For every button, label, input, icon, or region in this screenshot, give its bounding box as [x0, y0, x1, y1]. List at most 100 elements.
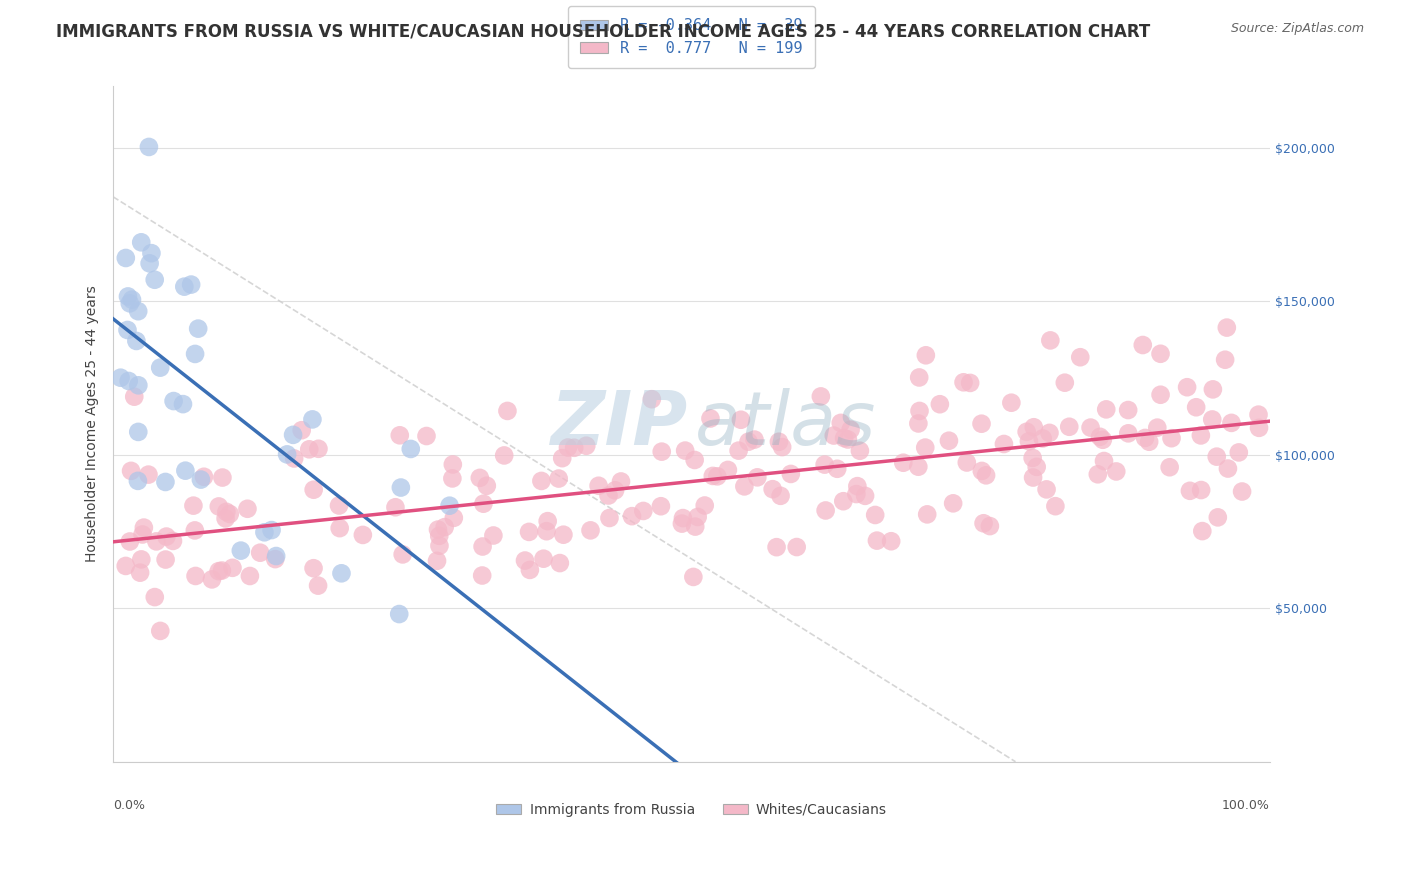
Point [839, 423, 862, 437]
Point [517, 524, 540, 539]
Point [1247, 408, 1270, 422]
Point [762, 482, 785, 496]
Text: atlas: atlas [695, 388, 876, 460]
Point [891, 456, 914, 470]
Point [441, 458, 464, 472]
Point [264, 549, 287, 563]
Point [575, 439, 598, 453]
Point [1206, 510, 1229, 524]
Point [141, 246, 163, 260]
Point [172, 397, 194, 411]
Point [907, 459, 929, 474]
Point [253, 525, 276, 540]
Point [823, 428, 845, 442]
Point [388, 428, 411, 442]
Point [530, 474, 553, 488]
Point [786, 540, 808, 554]
Point [120, 464, 142, 478]
Point [513, 553, 536, 567]
Point [557, 441, 579, 455]
Point [769, 489, 792, 503]
Point [959, 376, 981, 390]
Point [138, 467, 160, 482]
Point [276, 447, 298, 461]
Point [129, 566, 152, 580]
Point [127, 378, 149, 392]
Point [301, 412, 323, 426]
Point [832, 431, 855, 445]
Point [699, 411, 721, 425]
Point [1022, 470, 1045, 484]
Point [162, 533, 184, 548]
Point [214, 511, 236, 525]
Point [548, 556, 571, 570]
Point [733, 479, 755, 493]
Point [673, 443, 696, 458]
Point [330, 566, 353, 581]
Point [908, 404, 931, 418]
Point [391, 548, 413, 562]
Point [184, 524, 207, 538]
Point [832, 494, 855, 508]
Point [121, 293, 143, 307]
Point [187, 321, 209, 335]
Point [352, 528, 374, 542]
Point [737, 434, 759, 449]
Point [173, 279, 195, 293]
Point [1159, 460, 1181, 475]
Point [845, 487, 868, 501]
Point [671, 516, 693, 531]
Point [533, 551, 555, 566]
Point [915, 508, 938, 522]
Point [475, 479, 498, 493]
Point [211, 564, 233, 578]
Legend: Immigrants from Russia, Whites/Caucasians: Immigrants from Russia, Whites/Caucasian… [491, 797, 893, 822]
Point [1189, 428, 1212, 442]
Point [118, 374, 141, 388]
Point [880, 534, 903, 549]
Point [846, 479, 869, 493]
Point [201, 573, 224, 587]
Point [143, 590, 166, 604]
Point [384, 500, 406, 515]
Point [1230, 484, 1253, 499]
Point [683, 519, 706, 533]
Point [547, 471, 569, 485]
Point [218, 507, 240, 521]
Point [229, 543, 252, 558]
Point [1149, 347, 1171, 361]
Point [184, 347, 207, 361]
Point [1191, 524, 1213, 538]
Point [482, 528, 505, 542]
Point [138, 256, 160, 270]
Point [441, 471, 464, 485]
Point [145, 534, 167, 549]
Point [837, 433, 859, 447]
Point [1213, 352, 1236, 367]
Point [938, 434, 960, 448]
Point [1160, 431, 1182, 445]
Point [537, 514, 560, 528]
Point [1088, 430, 1111, 444]
Point [1015, 425, 1038, 439]
Point [1038, 425, 1060, 440]
Point [603, 483, 626, 498]
Point [1137, 434, 1160, 449]
Point [830, 416, 852, 430]
Point [952, 376, 974, 390]
Point [149, 624, 172, 638]
Point [956, 455, 979, 469]
Point [433, 520, 456, 534]
Point [249, 546, 271, 560]
Point [866, 533, 889, 548]
Point [1069, 350, 1091, 364]
Point [907, 417, 929, 431]
Point [914, 441, 936, 455]
Point [974, 468, 997, 483]
Point [1185, 401, 1208, 415]
Point [389, 481, 412, 495]
Point [519, 563, 541, 577]
Point [730, 413, 752, 427]
Point [264, 552, 287, 566]
Point [427, 529, 450, 543]
